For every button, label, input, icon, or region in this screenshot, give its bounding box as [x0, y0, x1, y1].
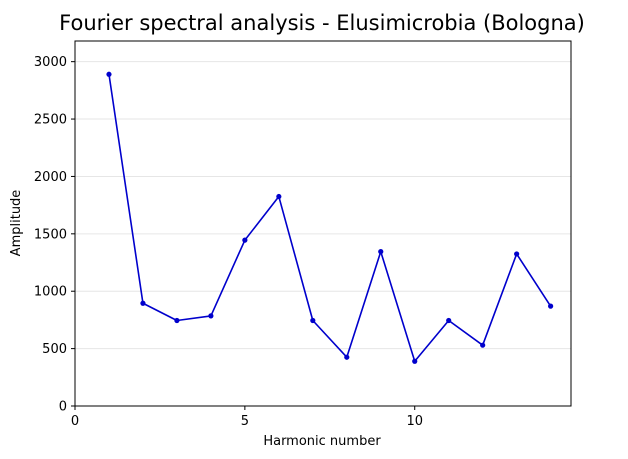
data-point: [412, 358, 418, 364]
y-axis-label: Amplitude: [9, 190, 24, 257]
data-point: [446, 317, 452, 324]
axis-ticks: 0 500 1000 1500 2000 2500 3000 0 5 10: [34, 55, 423, 429]
series-line: [108, 74, 552, 363]
x-tick-label: 0: [71, 414, 79, 429]
series-layer: [106, 71, 554, 364]
data-point: [276, 193, 282, 200]
y-tick-label: 1500: [34, 227, 67, 242]
x-tick-label: 10: [406, 414, 423, 429]
x-tick-label: 5: [241, 414, 249, 429]
data-point: [480, 342, 486, 348]
data-point: [548, 303, 554, 309]
data-point: [310, 317, 316, 324]
y-tick-label: 1000: [34, 285, 67, 300]
y-tick-label: 500: [42, 342, 67, 357]
x-axis-label: Harmonic number: [263, 434, 381, 449]
data-point: [106, 71, 112, 77]
data-point: [242, 237, 248, 243]
y-tick-label: 2000: [34, 170, 67, 185]
data-point: [514, 251, 520, 257]
data-point: [174, 317, 180, 324]
data-point: [140, 300, 146, 306]
plot-area: [74, 40, 572, 407]
data-point: [378, 249, 384, 255]
data-point: [344, 354, 350, 360]
y-tick-label: 0: [59, 400, 67, 415]
grid: [75, 61, 571, 350]
chart-title: Fourier spectral analysis - Elusimicrobi…: [59, 11, 585, 35]
y-tick-label: 2500: [34, 113, 67, 128]
y-tick-label: 3000: [34, 55, 67, 70]
data-point: [208, 313, 214, 319]
